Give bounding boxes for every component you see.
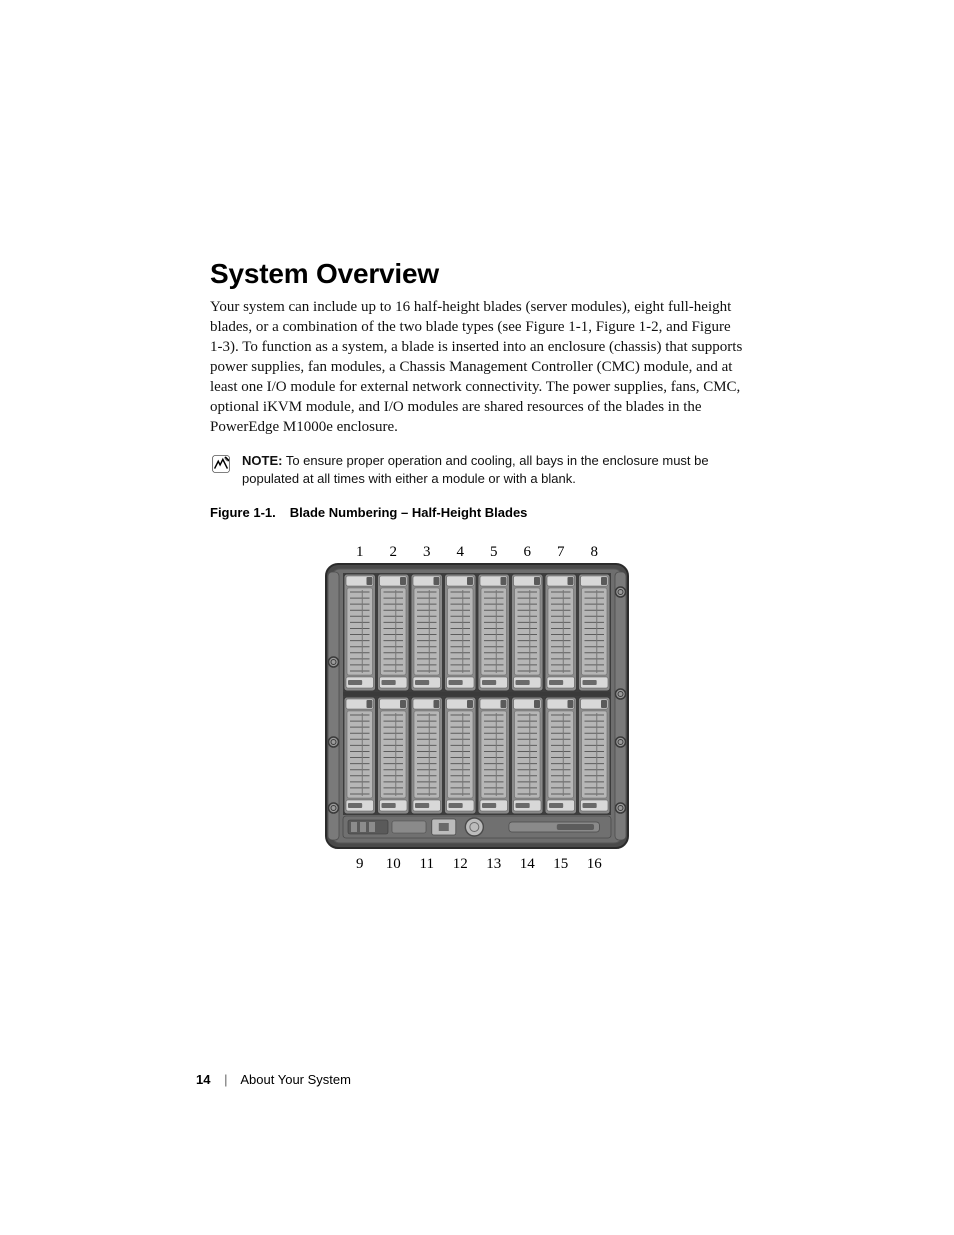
svg-text:2: 2: [390, 544, 398, 560]
figure-caption: Figure 1-1. Blade Numbering – Half-Height…: [210, 505, 744, 520]
svg-text:14: 14: [520, 856, 536, 872]
note-block: NOTE: To ensure proper operation and coo…: [210, 452, 744, 490]
note-body: To ensure proper operation and cooling, …: [242, 453, 709, 487]
footer-section: About Your System: [240, 1072, 351, 1087]
page-number: 14: [196, 1072, 210, 1087]
figure: 1 9 2 10 3 11 4 12 5 13 6 14 7 15 8 16: [210, 538, 744, 878]
section-heading: System Overview: [210, 258, 744, 290]
footer-separator: |: [224, 1072, 227, 1087]
document-page: System Overview Your system can include …: [0, 0, 954, 1235]
svg-text:3: 3: [423, 544, 431, 560]
svg-text:10: 10: [386, 856, 401, 872]
figure-label: Figure 1-1.: [210, 505, 276, 520]
svg-text:8: 8: [591, 544, 599, 560]
note-label: NOTE:: [242, 453, 282, 468]
page-footer: 14 | About Your System: [196, 1072, 351, 1087]
body-paragraph: Your system can include up to 16 half-he…: [210, 298, 744, 438]
svg-text:7: 7: [557, 544, 565, 560]
svg-text:4: 4: [457, 544, 465, 560]
chassis-diagram: 1 9 2 10 3 11 4 12 5 13 6 14 7 15 8 16: [312, 538, 642, 878]
svg-text:1: 1: [356, 544, 364, 560]
note-text: NOTE: To ensure proper operation and coo…: [242, 452, 744, 490]
figure-title: Blade Numbering – Half-Height Blades: [290, 505, 528, 520]
svg-text:16: 16: [587, 856, 603, 872]
svg-text:15: 15: [553, 856, 568, 872]
note-icon: [210, 453, 232, 475]
svg-text:5: 5: [490, 544, 498, 560]
svg-text:6: 6: [524, 544, 532, 560]
svg-text:13: 13: [486, 856, 501, 872]
svg-text:9: 9: [356, 856, 364, 872]
svg-text:12: 12: [453, 856, 468, 872]
svg-text:11: 11: [420, 856, 434, 872]
